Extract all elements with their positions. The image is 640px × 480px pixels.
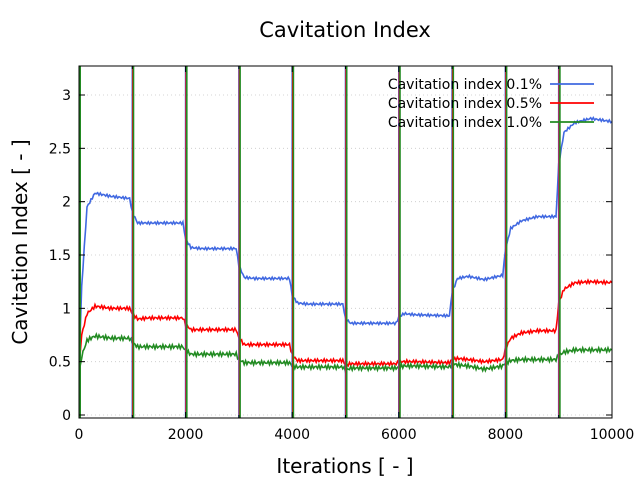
x-tick-label: 0 [75, 427, 84, 443]
chart-title: Cavitation Index [259, 18, 431, 42]
y-tick-label: 0 [62, 408, 71, 424]
x-tick-label: 6000 [381, 427, 417, 443]
y-axis-label: Cavitation Index [ - ] [8, 139, 32, 344]
axis-ticks: 0 0.5 1 1.5 2 2.5 3 0 2000 4000 6000 8000 10000 [49, 66, 635, 443]
y-tick-label: 0.5 [49, 355, 71, 371]
legend-label: Cavitation index 1.0% [388, 115, 542, 131]
y-tick-label: 2.5 [49, 141, 71, 157]
x-axis-label: Iterations [ - ] [276, 454, 413, 478]
x-tick-label: 10000 [590, 427, 635, 443]
y-tick-label: 1 [62, 301, 71, 317]
series-layer [79, 66, 612, 418]
y-tick-label: 2 [62, 195, 71, 211]
legend: Cavitation index 0.1% Cavitation index 0.… [388, 77, 594, 131]
y-tick-label: 3 [62, 88, 71, 104]
x-tick-label: 8000 [488, 427, 524, 443]
x-tick-label: 4000 [274, 427, 310, 443]
x-tick-label: 2000 [168, 427, 204, 443]
legend-label: Cavitation index 0.1% [388, 77, 542, 93]
legend-label: Cavitation index 0.5% [388, 96, 542, 112]
y-tick-label: 1.5 [49, 248, 71, 264]
